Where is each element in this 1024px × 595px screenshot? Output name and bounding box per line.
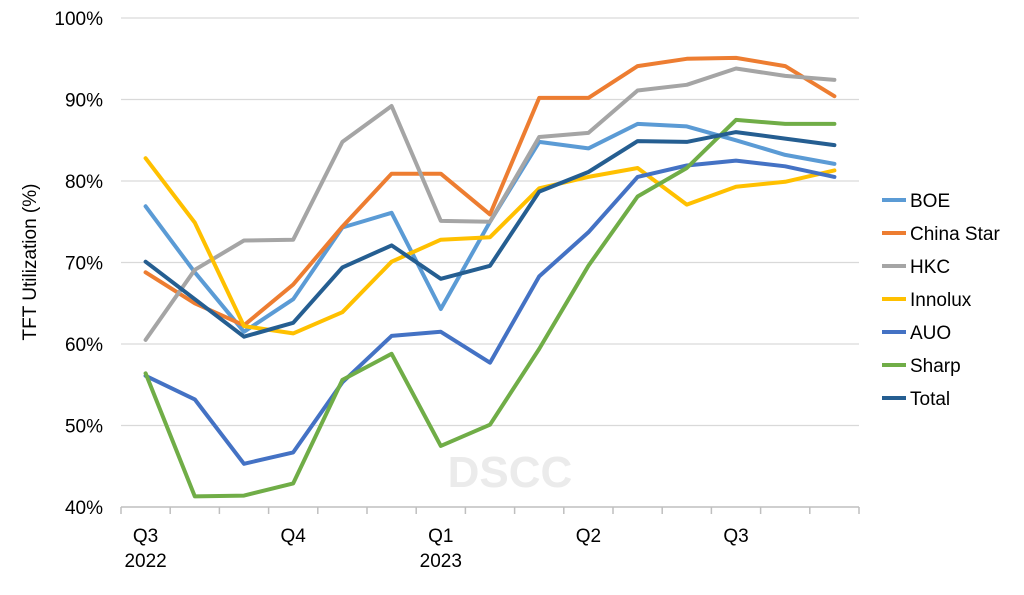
x-tick-label: Q3 [723,526,748,547]
series-line-hkc [143,66,837,342]
series-lines [143,55,837,499]
x-tick-year-label: 2023 [420,551,462,572]
y-tick-label: 70% [65,254,103,275]
legend-label-boe: BOE [910,191,950,212]
legend-label-innolux: Innolux [910,290,972,311]
legend-label-auo: AUO [910,323,951,344]
series-line-innolux [143,156,837,336]
y-tick-label: 90% [65,91,103,112]
legend: BOE China Star HKC Innolux AUO Sharp Total [882,191,1000,410]
x-tick-label: Q3 [133,526,158,547]
series-line-total [143,130,837,339]
x-tick-label: Q1 [428,526,453,547]
x-tick-year-label: 2022 [124,551,166,572]
x-axis: Q3 2022 Q4 Q1 2023 Q2 Q3 [120,506,860,572]
series-line-sharp [143,117,837,499]
y-tick-label: 50% [65,417,103,438]
x-tick-label: Q2 [576,526,601,547]
y-axis-title: TFT Utilization (%) [20,184,41,341]
series-line-china-star [143,55,837,328]
legend-label-hkc: HKC [910,257,950,278]
legend-label-sharp: Sharp [910,356,961,377]
series-line-boe [143,121,837,334]
y-tick-label: 80% [65,172,103,193]
legend-label-china-star: China Star [910,224,1000,245]
legend-label-total: Total [910,389,950,410]
x-tick-label: Q4 [281,526,307,547]
watermark: DSCC [448,448,573,497]
y-axis: 40% 50% 60% 70% 80% 90% 100% [54,9,103,519]
y-tick-label: 60% [65,335,103,356]
y-tick-label: 40% [65,498,103,519]
y-tick-label: 100% [54,9,103,30]
series-line-auo [143,158,837,466]
